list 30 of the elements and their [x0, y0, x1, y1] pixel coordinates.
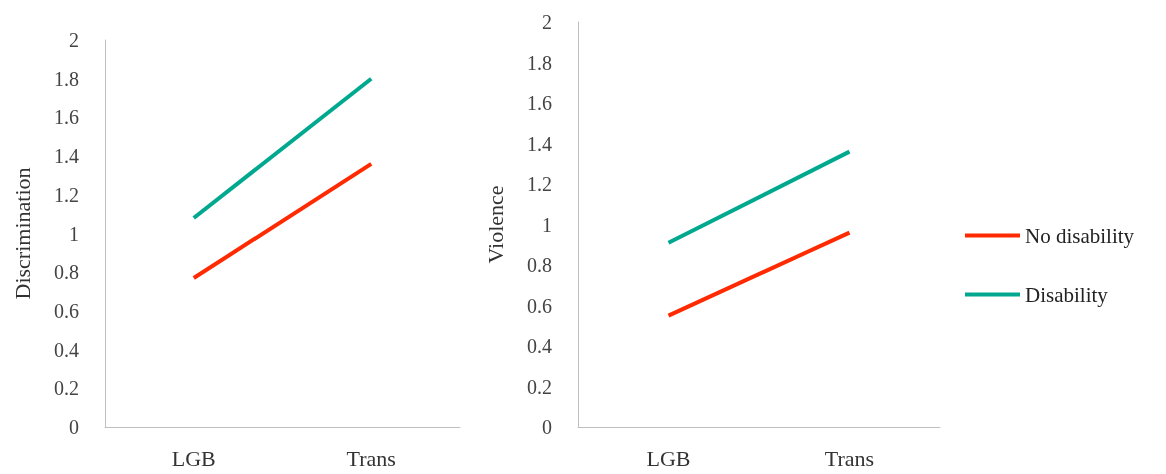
y-axis-title: Discrimination — [9, 167, 35, 300]
y-tick-label: 2 — [69, 29, 79, 51]
x-tick-label: LGB — [646, 445, 691, 471]
y-tick-label: 0.6 — [54, 299, 79, 322]
y-tick-label: 1.4 — [54, 145, 79, 168]
legend-label: No disability — [1025, 223, 1135, 248]
y-tick-label: 0 — [542, 416, 552, 438]
y-tick-label: 1 — [542, 213, 552, 236]
y-tick-label: 0.2 — [527, 375, 552, 398]
y-tick-label: 0.6 — [527, 294, 552, 317]
y-tick-label: 1.2 — [54, 183, 79, 206]
y-tick-label: 0 — [69, 416, 79, 438]
y-tick-label: 2 — [542, 11, 552, 33]
y-axis-title: Violence — [482, 185, 508, 264]
y-tick-label: 0.4 — [54, 338, 79, 361]
y-tick-label: 1.2 — [527, 173, 552, 195]
y-tick-label: 1 — [69, 222, 79, 245]
y-tick-label: 1.8 — [54, 67, 79, 90]
y-tick-label: 0.4 — [527, 335, 552, 357]
x-tick-label: LGB — [171, 445, 216, 471]
y-tick-label: 0.8 — [527, 254, 552, 276]
x-tick-label: Trans — [824, 445, 875, 471]
y-tick-label: 1.6 — [527, 92, 552, 114]
y-tick-label: 1.6 — [54, 106, 79, 129]
y-tick-label: 1.8 — [527, 51, 552, 74]
y-tick-label: 0.8 — [54, 261, 79, 284]
legend-label: Disability — [1025, 282, 1109, 307]
y-tick-label: 1.4 — [527, 132, 552, 155]
x-tick-label: Trans — [346, 445, 396, 471]
y-tick-label: 0.2 — [54, 377, 79, 400]
